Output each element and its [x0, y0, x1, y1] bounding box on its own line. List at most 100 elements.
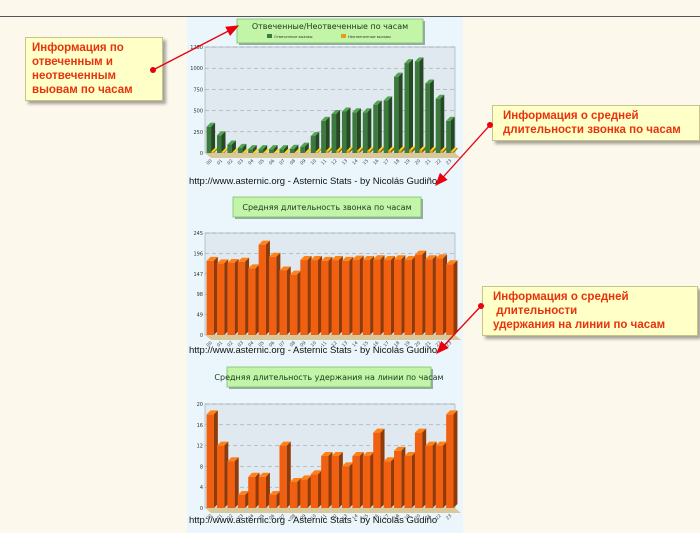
legend-label: Отвеченные вызовы: [274, 35, 313, 39]
chart-title-box: Средняя длительность удержания на линии …: [214, 366, 444, 389]
chart-title: Средняя длительность удержания на линии …: [214, 373, 443, 382]
bar-answered: [248, 145, 257, 153]
credit-text: http://www.asternic.org - Asternic Stats…: [189, 515, 438, 526]
credit-text: http://www.asternic.org - Asternic Stats…: [189, 176, 438, 187]
x-tick-label: 07: [278, 340, 286, 348]
x-tick-label: 19: [403, 513, 411, 521]
bar: [404, 256, 416, 335]
callout-answered-unanswered: Информация по отвеченным и неотвеченным …: [25, 37, 163, 101]
bar: [446, 260, 458, 335]
bar: [248, 264, 260, 335]
bar-answered: [269, 145, 278, 153]
bar-unanswered: [336, 147, 343, 153]
bar-answered: [435, 94, 445, 153]
bar-unanswered: [211, 147, 218, 153]
bar: [300, 256, 312, 335]
x-tick-label: 02: [226, 513, 234, 521]
bar-answered: [341, 107, 351, 153]
bar: [289, 270, 302, 335]
x-tick-label: 02: [226, 340, 234, 348]
answered-unanswered-chart: 1250100075050025000001020304050607080910…: [187, 17, 463, 187]
x-tick-label: 09: [299, 513, 307, 521]
x-tick-label: 19: [403, 340, 411, 348]
bar: [425, 441, 437, 508]
report-panel: 1250100075050025000001020304050607080910…: [187, 17, 463, 533]
bar: [206, 410, 218, 508]
bar-answered: [300, 142, 309, 153]
x-tick-label: 17: [382, 158, 390, 166]
x-tick-label: 13: [341, 340, 349, 348]
x-tick-label: 03: [237, 158, 245, 166]
x-tick-label: 17: [382, 513, 390, 521]
avg-call-duration-chart: 245 196 147 98 49 0 00 01 02 03 04 05 06 07 08 09 10 11 12…: [187, 189, 463, 349]
bar-unanswered: [388, 146, 395, 153]
bar-unanswered: [242, 148, 250, 154]
bar: [435, 441, 448, 508]
x-tick-label: 21: [424, 513, 432, 521]
x-tick-label: 00: [205, 340, 213, 348]
bar: [269, 252, 281, 335]
bar: [352, 255, 364, 335]
bar-unanswered: [273, 148, 281, 154]
y-tick-label: 500: [193, 109, 203, 115]
bar: [425, 255, 437, 335]
x-tick-label: 06: [268, 513, 276, 521]
x-tick-label: 03: [237, 340, 245, 348]
bar: [331, 452, 343, 508]
arrow-3: [436, 303, 484, 354]
bar: [352, 452, 364, 508]
bar: [394, 446, 406, 508]
x-tick-label: 21: [424, 340, 432, 348]
bar-unanswered: [294, 148, 302, 154]
callout-line: удержания на линии по часам: [493, 319, 666, 331]
y-tick-label: 20: [197, 402, 203, 408]
x-tick-label: 01: [216, 513, 224, 521]
bar-answered: [289, 144, 299, 153]
bar: [310, 470, 323, 508]
x-tick-label: 10: [310, 340, 318, 348]
x-tick-label: 22: [435, 513, 443, 521]
y-tick-label: 0: [200, 333, 203, 339]
bar: [394, 255, 406, 335]
x-tick-label: 10: [310, 513, 318, 521]
bar: [300, 475, 312, 508]
x-tick-label: 04: [247, 513, 255, 521]
bar: [383, 256, 395, 335]
bar: [404, 452, 416, 508]
x-tick-label: 18: [393, 158, 401, 166]
x-tick-label: 00: [205, 513, 213, 521]
x-tick-label: 07: [278, 158, 286, 166]
bar-unanswered: [346, 146, 354, 153]
bar-unanswered: [429, 146, 437, 153]
x-tick-label: 08: [289, 158, 297, 166]
x-tick-label: 19: [403, 158, 411, 166]
callout-line: длительности звонка по часам: [503, 124, 681, 136]
x-tick-label: 11: [320, 158, 328, 166]
plot-floor: [205, 508, 461, 513]
bar: [310, 256, 323, 335]
x-tick-label: 23: [445, 158, 453, 166]
x-tick-label: 15: [362, 513, 370, 521]
bar: [248, 472, 260, 508]
bar-answered: [279, 145, 288, 153]
bar: [227, 258, 239, 335]
y-tick-label: 196: [193, 251, 203, 257]
y-tick-label: 49: [197, 313, 203, 319]
bar: [362, 452, 375, 508]
bar-unanswered: [315, 148, 323, 153]
bar: [216, 441, 229, 508]
bar: [321, 256, 333, 335]
callout-avg-hold-duration: Информация о средней длительности удержа…: [482, 286, 698, 336]
x-tick-label: 13: [341, 513, 349, 521]
y-tick-label: 250: [193, 130, 203, 136]
x-tick-label: 09: [299, 158, 307, 166]
bar-unanswered: [367, 146, 375, 153]
bar: [414, 428, 427, 508]
x-tick-label: 14: [351, 158, 359, 166]
callout-line: Информация о средней: [503, 110, 639, 122]
bar: [362, 256, 375, 335]
bar-unanswered: [304, 148, 312, 154]
arrow-2: [435, 122, 493, 186]
x-tick-label: 16: [372, 513, 380, 521]
